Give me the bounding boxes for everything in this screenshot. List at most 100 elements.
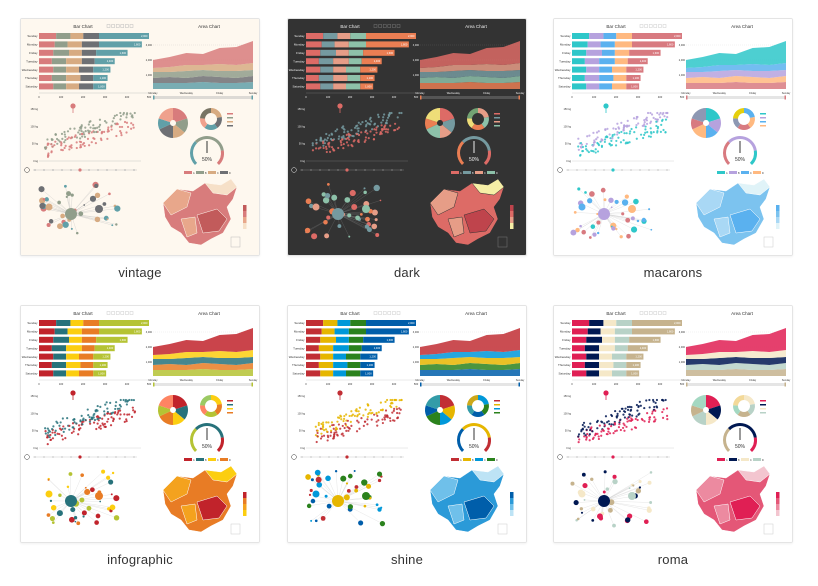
area-x-tick: Monday	[149, 92, 159, 95]
scatter-point	[348, 427, 351, 430]
bar-tick-label: 200	[348, 95, 353, 99]
bar-segment	[586, 336, 602, 343]
theme-preview[interactable]: Bar Chart Sunday 2,000 Monday 1,800 Friday 1,6…	[20, 18, 260, 256]
data-view-icon	[120, 24, 125, 28]
scatter-point	[363, 140, 366, 143]
graph-node	[592, 232, 597, 237]
graph-node	[373, 184, 380, 192]
scatter-point	[586, 432, 589, 436]
area-series	[153, 82, 253, 89]
visual-map-bar	[510, 217, 514, 223]
scatter-point	[592, 131, 595, 134]
scatter-point	[49, 433, 52, 437]
graph-node	[380, 506, 383, 509]
graph-edge	[70, 471, 104, 502]
timeline-play-icon	[291, 454, 297, 460]
scatter-point	[328, 145, 331, 148]
graph-edge	[70, 477, 109, 502]
map-region	[471, 465, 505, 483]
scatter-point	[341, 137, 344, 141]
area-series	[153, 369, 253, 376]
theme-preview[interactable]: Bar Chart Sunday 2,000 Monday 1,800 Friday 1,6…	[287, 305, 527, 543]
timeline-tick	[400, 169, 402, 171]
bar-tick-label: 100	[59, 382, 64, 386]
scatter-point	[126, 399, 130, 402]
scatter-point	[662, 128, 665, 132]
bar-segment	[81, 336, 97, 343]
graph-node	[347, 473, 353, 479]
bar-tick-label: 100	[326, 382, 331, 386]
bar-segment	[337, 320, 351, 326]
graph-node	[649, 501, 653, 504]
bar-segment	[306, 362, 319, 368]
map-chart	[162, 465, 247, 535]
pie-slice	[426, 124, 440, 138]
graph-node	[66, 191, 72, 197]
scatter-point	[642, 136, 645, 140]
scatter-point	[93, 137, 96, 140]
scatter-point	[376, 414, 379, 417]
scatter-point	[395, 407, 399, 411]
scatter-point	[580, 428, 583, 432]
pie-slice	[175, 405, 188, 420]
scatter-point	[340, 418, 343, 421]
graph-node	[340, 475, 347, 482]
donut-slice	[471, 410, 485, 417]
area-series	[420, 41, 520, 68]
area-x-tick: Sunday	[782, 379, 791, 382]
scatter-point	[384, 414, 387, 417]
pie-slice	[440, 108, 455, 123]
timeline-tick	[364, 456, 366, 458]
scatter-point	[604, 135, 607, 139]
scatter-point	[625, 141, 628, 144]
restore-icon	[106, 311, 111, 315]
scatter-point	[643, 121, 646, 124]
graph-node	[94, 183, 99, 188]
pie-slice	[691, 118, 704, 130]
map-inset-box	[230, 236, 241, 248]
bar-segment	[56, 320, 71, 326]
gauge-legend-swatch	[451, 171, 459, 174]
bar-segment	[93, 75, 108, 81]
scatter-point	[648, 416, 652, 419]
graph-node	[80, 473, 84, 477]
scatter-point	[64, 437, 67, 440]
theme-name-label: macarons	[643, 265, 703, 280]
theme-preview[interactable]: Bar Chart Sunday 2,000 Monday 1,800 Friday 1,6…	[20, 305, 260, 543]
scatter-point	[96, 417, 99, 421]
scatter-point	[644, 125, 647, 128]
scatter-point	[371, 128, 374, 131]
scatter-point	[79, 420, 82, 423]
scatter-point	[654, 418, 657, 421]
bar-segment	[306, 336, 321, 343]
graph-edge	[337, 188, 365, 215]
scatter-point	[330, 133, 334, 136]
donut-slice	[481, 116, 489, 128]
scatter-point	[661, 410, 664, 414]
data-view-icon	[120, 311, 125, 315]
graph-node	[366, 483, 372, 489]
map-chart	[162, 178, 247, 248]
bar-tick-label: 100	[592, 95, 597, 99]
timeline-tick	[576, 169, 578, 171]
theme-preview[interactable]: Bar Chart Sunday 2,000 Monday 1,800 Friday 1,6…	[553, 305, 793, 543]
scatter-point	[622, 139, 625, 142]
graph-hub-node	[65, 208, 77, 220]
gauge-legend-label: C	[484, 172, 486, 175]
theme-name-label: vintage	[118, 265, 162, 280]
theme-preview[interactable]: Bar Chart Sunday 2,000 Monday 1,800 Friday 1,6…	[553, 18, 793, 256]
bar-segment	[348, 336, 364, 343]
theme-preview[interactable]: Bar Chart Sunday 2,000 Monday 1,800 Friday 1,6…	[287, 18, 527, 256]
scatter-point	[626, 141, 629, 144]
scatter-point	[666, 116, 669, 119]
graph-node	[608, 197, 614, 203]
area-series	[420, 350, 520, 359]
bar-segment	[39, 58, 52, 65]
scatter-point	[87, 131, 90, 134]
scatter-point	[597, 144, 601, 147]
donut-legend-swatch	[227, 121, 233, 123]
scatter-point	[130, 415, 134, 419]
visual-map-bar	[243, 205, 247, 211]
